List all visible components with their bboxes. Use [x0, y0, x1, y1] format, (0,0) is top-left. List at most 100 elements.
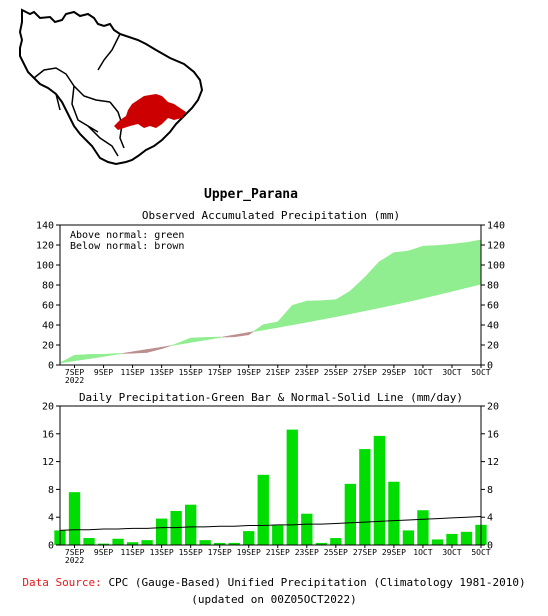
below-normal-area	[122, 351, 133, 354]
daily-bar	[431, 539, 444, 545]
daily-bar	[83, 538, 95, 545]
legend-below-normal: Below normal: brown	[70, 241, 184, 252]
daily-y-tick-label-right: 16	[487, 429, 499, 440]
daily-y-tick-label-right: 20	[487, 402, 499, 413]
daily-x-tick-label: 7SEP	[65, 548, 84, 557]
above-normal-area	[306, 300, 322, 323]
above-normal-area	[364, 260, 380, 312]
accumulated-x-tick-label: 5OCT	[471, 368, 490, 377]
legend-above-normal: Above normal: green	[70, 230, 184, 241]
above-normal-area	[277, 304, 293, 328]
accumulated-y-tick-label-left: 140	[36, 221, 54, 232]
daily-bar	[257, 474, 269, 545]
accumulated-x-tick-label: 11SEP	[121, 368, 145, 377]
daily-bar	[272, 525, 284, 545]
accumulated-x-tick-label: 9SEP	[94, 368, 113, 377]
accumulated-plot-frame	[59, 224, 482, 366]
daily-bar	[388, 481, 400, 545]
accumulated-y-tick-label-right: 120	[487, 241, 505, 252]
accumulated-y-tick-label-right: 40	[487, 321, 499, 332]
daily-bar	[460, 531, 473, 545]
above-normal-area	[59, 354, 75, 364]
daily-bar	[286, 429, 298, 545]
above-normal-area	[379, 252, 395, 309]
daily-bars	[54, 429, 487, 545]
daily-bar	[446, 533, 458, 545]
daily-bar	[155, 518, 168, 545]
daily-x-tick-label: 13SEP	[150, 548, 174, 557]
above-normal-area	[408, 245, 424, 302]
accumulated-y-tick-label-right: 140	[487, 221, 505, 232]
daily-y-tick-label-right: 12	[487, 457, 499, 468]
above-normal-area	[321, 299, 337, 320]
accumulated-y-tick-label-left: 80	[42, 281, 54, 292]
accumulated-x-tick-label: 25SEP	[324, 368, 348, 377]
accumulated-x-tick-label: 7SEP	[65, 368, 84, 377]
daily-x-tick-label: 25SEP	[324, 548, 348, 557]
daily-x-tick-label: 29SEP	[382, 548, 406, 557]
daily-bar	[112, 538, 124, 545]
daily-bar	[199, 540, 211, 545]
accumulated-x-tick-label: 1OCT	[413, 368, 432, 377]
daily-bar	[402, 530, 415, 545]
continent-outline	[18, 8, 204, 166]
accumulated-y-tick-label-right: 60	[487, 301, 499, 312]
accumulated-y-tick-label-right: 0	[487, 361, 493, 372]
above-normal-area	[350, 276, 366, 315]
above-normal-area	[204, 336, 220, 341]
below-normal-area	[222, 334, 235, 338]
daily-y-tick-label-left: 4	[48, 513, 54, 524]
daily-x-tick-label: 21SEP	[266, 548, 290, 557]
daily-bar	[243, 531, 255, 545]
accumulated-y-tick-label-left: 0	[48, 361, 54, 372]
above-normal-area	[88, 353, 104, 359]
above-normal-area	[170, 343, 177, 346]
below-normal-area	[146, 346, 162, 353]
accumulated-y-tick-label-right: 100	[487, 261, 505, 272]
accumulated-x-tick-label: 19SEP	[237, 368, 261, 377]
daily-x-tick-label: 17SEP	[208, 548, 232, 557]
daily-bar	[141, 540, 153, 545]
above-normal-area	[335, 290, 351, 317]
daily-bar	[373, 435, 386, 545]
south-america-map	[18, 8, 204, 166]
accumulated-x-tick-label: 3OCT	[442, 368, 461, 377]
above-normal-area	[466, 239, 482, 289]
above-normal-area	[437, 243, 453, 296]
daily-x-tick-label: 1OCT	[413, 548, 432, 557]
daily-x-tick-label: 3OCT	[442, 548, 461, 557]
daily-bar	[214, 542, 226, 545]
daily-y-tick-label-left: 0	[48, 541, 54, 552]
daily-bar	[315, 542, 327, 545]
daily-bar	[126, 542, 139, 545]
data-source-text: CPC (Gauge-Based) Unified Precipitation …	[108, 576, 526, 589]
daily-bar	[228, 542, 240, 545]
above-normal-area	[451, 242, 467, 292]
accumulated-x-year-label: 2022	[65, 376, 84, 385]
above-normal-area	[393, 250, 409, 306]
daily-x-year-label: 2022	[65, 556, 84, 565]
above-normal-area	[291, 300, 308, 326]
accumulated-y-tick-label-left: 60	[42, 301, 54, 312]
accumulated-x-tick-label: 27SEP	[353, 368, 377, 377]
below-normal-area	[161, 345, 171, 350]
daily-bar	[330, 538, 342, 545]
accumulated-y-tick-label-left: 40	[42, 321, 54, 332]
daily-x-tick-label: 27SEP	[353, 548, 377, 557]
footer: Data Source: CPC (Gauge-Based) Unified P…	[0, 574, 548, 608]
accumulated-y-tick-label-left: 20	[42, 341, 54, 352]
daily-y-tick-label-left: 20	[42, 402, 54, 413]
daily-y-tick-label-left: 8	[48, 485, 54, 496]
daily-plot-frame	[59, 405, 482, 546]
accumulated-y-tick-label-right: 80	[487, 281, 499, 292]
daily-bar	[417, 510, 429, 545]
data-source-line: Data Source: CPC (Gauge-Based) Unified P…	[0, 574, 548, 591]
daily-y-tick-label-right: 4	[487, 513, 493, 524]
above-normal-area	[175, 337, 191, 346]
accumulated-x-tick-label: 21SEP	[266, 368, 290, 377]
daily-bar	[68, 492, 81, 545]
accumulated-y-tick-label-left: 120	[36, 241, 54, 252]
daily-x-tick-label: 23SEP	[295, 548, 319, 557]
daily-bar	[184, 504, 197, 545]
daily-bar	[97, 543, 110, 545]
